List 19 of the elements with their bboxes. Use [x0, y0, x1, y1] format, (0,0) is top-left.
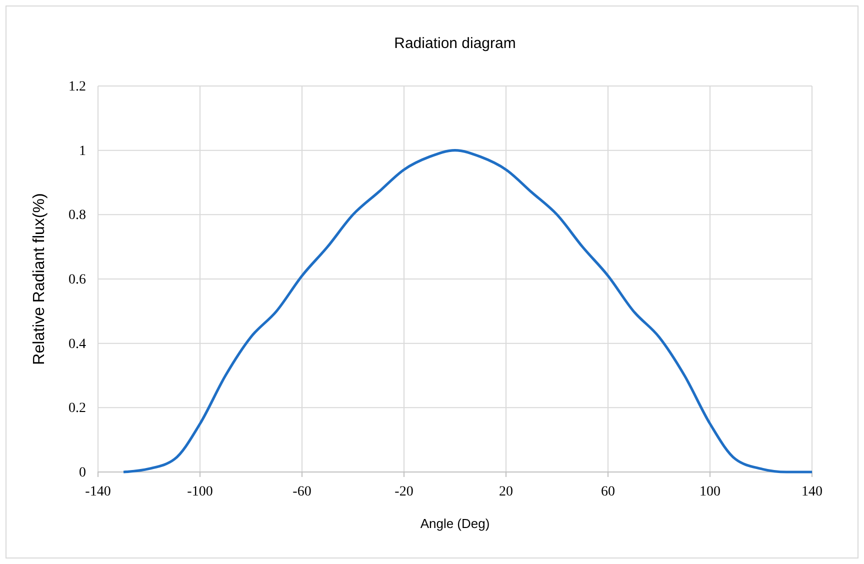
x-tick-label: 60 [601, 484, 615, 500]
y-tick-label: 0 [79, 465, 86, 480]
x-tick-label: -100 [187, 484, 213, 500]
chart-title: Radiation diagram [394, 35, 516, 52]
y-tick-label: 0.4 [68, 336, 86, 352]
y-tick-label: 0.8 [68, 208, 86, 224]
y-tick-label: 0.2 [68, 401, 86, 416]
x-tick-label: 140 [802, 484, 822, 500]
y-tick-label: 0.6 [68, 272, 86, 288]
x-axis-title: Angle (Deg) [420, 516, 490, 531]
x-tick-label: 20 [499, 484, 513, 500]
y-tick-label: 1 [79, 144, 86, 159]
line-series [122, 149, 814, 474]
y-axis-title: Relative Radiant flux(%) [31, 193, 48, 365]
x-tick-label: -140 [85, 484, 111, 500]
x-tick-label: -20 [394, 484, 414, 500]
x-tick-label: -60 [292, 484, 312, 500]
y-tick-label: 1.2 [68, 79, 86, 94]
x-tick-label: 100 [700, 484, 720, 500]
